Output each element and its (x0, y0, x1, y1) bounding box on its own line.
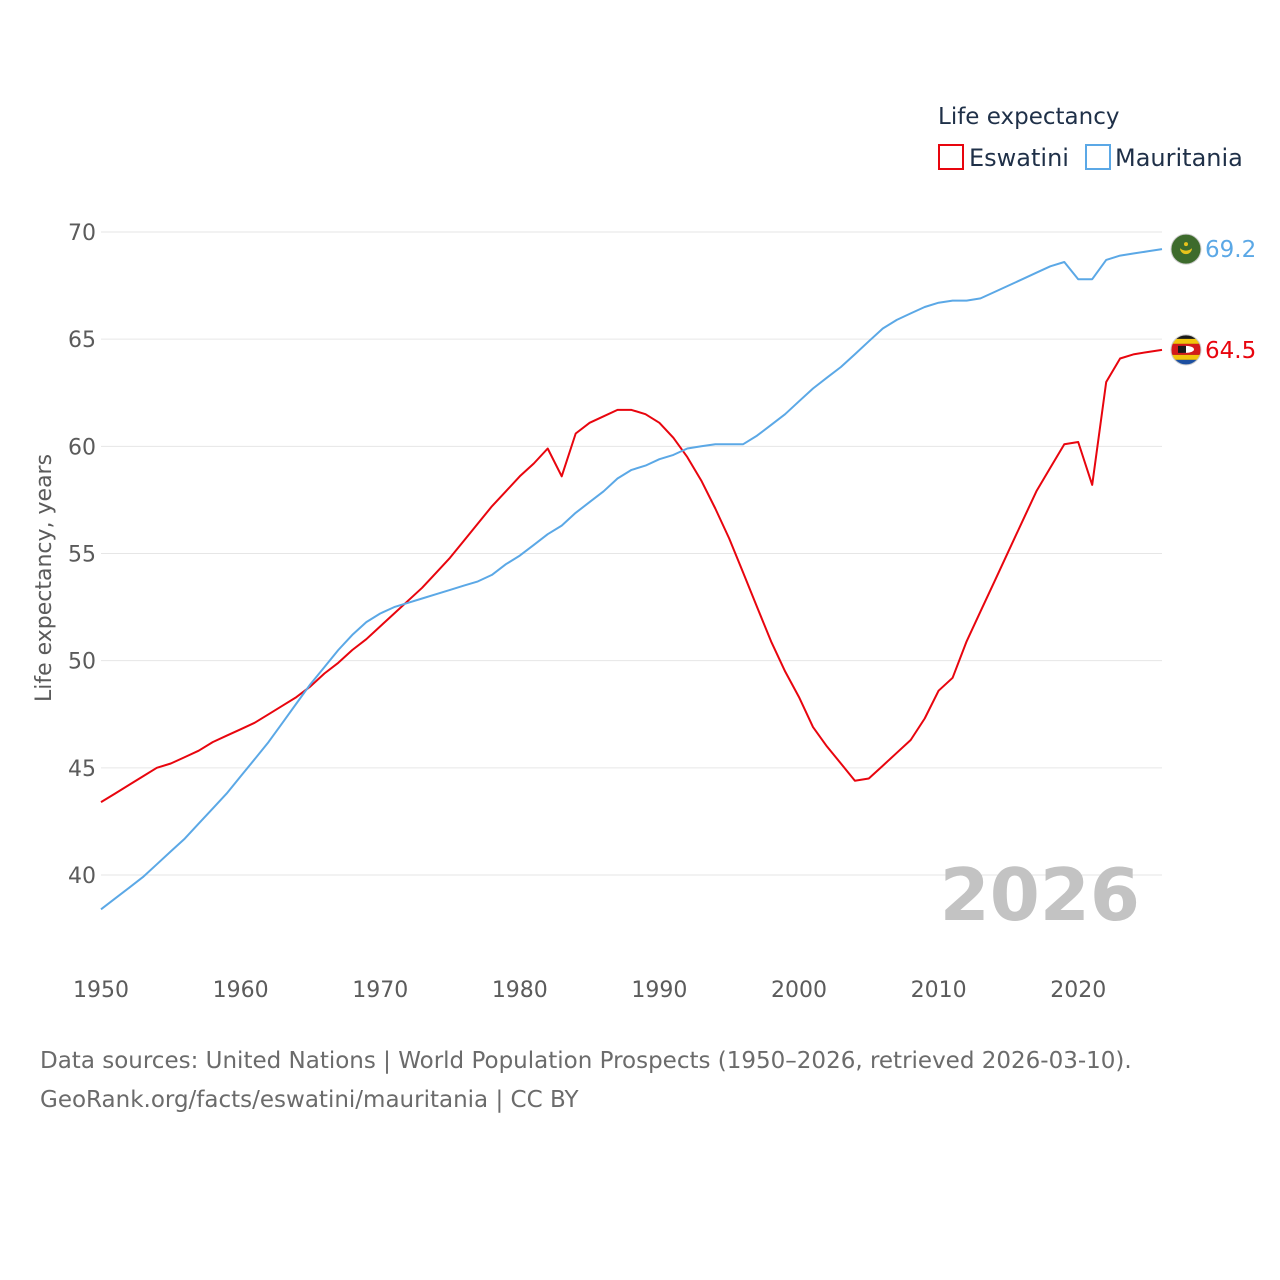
end-value-label-mauritania: 69.2 (1205, 237, 1256, 263)
legend-title: Life expectancy (938, 104, 1119, 130)
legend-swatch-mauritania[interactable] (1085, 144, 1111, 170)
y-tick-label-50: 50 (68, 650, 96, 675)
y-axis-label: Life expectancy, years (32, 454, 57, 702)
y-tick-label-70: 70 (68, 221, 96, 246)
y-tick-label-55: 55 (68, 543, 96, 568)
footer: Data sources: United Nations | World Pop… (40, 1042, 1260, 1120)
x-tick-label-2000: 2000 (771, 978, 827, 1003)
x-tick-label-2020: 2020 (1050, 978, 1106, 1003)
source-line: Data sources: United Nations | World Pop… (40, 1048, 1132, 1074)
eswatini-flag-icon (1170, 334, 1202, 366)
y-tick-label-40: 40 (68, 864, 96, 889)
y-tick-label-60: 60 (68, 435, 96, 460)
y-tick-label-65: 65 (68, 328, 96, 353)
y-tick-label-45: 45 (68, 757, 96, 782)
legend: Life expectancy Eswatini Mauritania (938, 104, 1243, 172)
x-tick-label-2010: 2010 (911, 978, 967, 1003)
x-tick-label-1990: 1990 (631, 978, 687, 1003)
current-year-watermark: 2026 (940, 853, 1140, 937)
x-tick-label-1950: 1950 (73, 978, 129, 1003)
series-end-labels: 64.5 69.2 (1170, 233, 1256, 366)
line-chart: 40 45 50 55 60 65 70 1950 1960 1970 1980 1990 2000 2… (32, 104, 1256, 1003)
x-tick-label-1960: 1960 (213, 978, 269, 1003)
y-axis-ticks: 40 45 50 55 60 65 70 (68, 221, 96, 889)
gridlines (101, 231, 1162, 876)
series-lines (100, 248, 1163, 911)
series-line-mauritania[interactable] (100, 248, 1163, 911)
credit-line: GeoRank.org/facts/eswatini/mauritania | … (40, 1087, 579, 1113)
x-tick-label-1970: 1970 (352, 978, 408, 1003)
mauritania-flag-icon (1170, 233, 1202, 265)
legend-swatch-eswatini[interactable] (938, 144, 964, 170)
legend-label-mauritania[interactable]: Mauritania (1115, 144, 1243, 172)
end-value-label-eswatini: 64.5 (1205, 338, 1256, 364)
legend-label-eswatini[interactable]: Eswatini (969, 144, 1069, 172)
x-axis-ticks: 1950 1960 1970 1980 1990 2000 2010 2020 (73, 978, 1106, 1003)
series-line-eswatini[interactable] (100, 348, 1163, 803)
x-tick-label-1980: 1980 (492, 978, 548, 1003)
